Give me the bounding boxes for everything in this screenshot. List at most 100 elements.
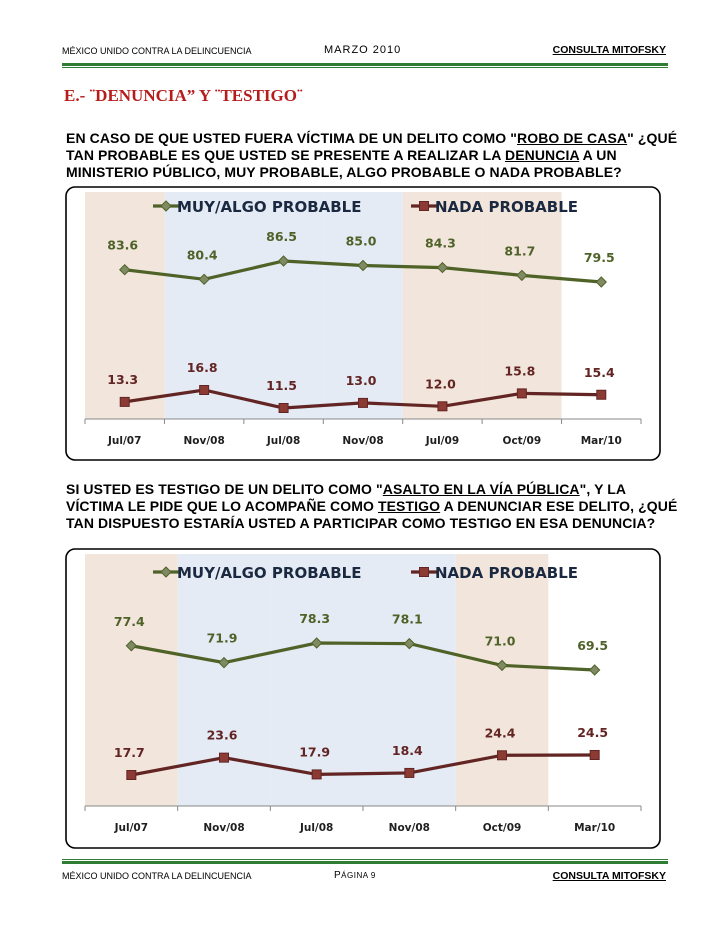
- footer-organization: MÉXICO UNIDO CONTRA LA DELINCUENCIA: [62, 871, 252, 881]
- data-label: 17.7: [114, 745, 145, 760]
- data-point-marker: [119, 396, 130, 407]
- page-header: MÉXICO UNIDO CONTRA LA DELINCUENCIA MARZ…: [62, 40, 668, 62]
- chart-band: [85, 554, 178, 806]
- data-label: 83.6: [107, 238, 138, 253]
- chart-band: [177, 554, 271, 806]
- question-1-highlight-a: ROBO DE CASA: [517, 130, 628, 146]
- page-footer: MÉXICO UNIDO CONTRA LA DELINCUENCIA PÁGI…: [62, 862, 668, 882]
- data-point-marker: [277, 255, 290, 267]
- data-point-marker: [595, 276, 607, 288]
- data-point-marker: [496, 659, 508, 672]
- data-point-marker: [358, 397, 368, 408]
- data-point-marker: [404, 767, 415, 778]
- data-label: 78.3: [299, 611, 330, 626]
- data-label: 15.4: [584, 365, 615, 380]
- data-point-marker: [497, 750, 507, 761]
- section-title: E.- ¨DENUNCIA” Y ¨TESTIGO¨: [64, 86, 303, 105]
- data-label: 81.7: [504, 243, 535, 258]
- legend-label: MUY/ALGO PROBABLE: [177, 198, 361, 216]
- header-rule: [62, 63, 668, 66]
- data-label: 17.9: [299, 744, 330, 759]
- data-point-marker: [516, 388, 527, 399]
- x-tick-label: Oct/09: [503, 435, 542, 447]
- chart-band: [243, 192, 324, 419]
- legend-marker: [160, 200, 172, 212]
- question-1-text-a: EN CASO DE QUE USTED FUERA VÍCTIMA DE UN…: [66, 130, 517, 146]
- chart-asalto-via-publica: Jul/07 Nov/08 Jul/08 Nov/08 Oct/09 Mar/10 77.4…: [63, 548, 663, 850]
- chart-band: [164, 192, 244, 419]
- data-label: 12.0: [425, 376, 456, 391]
- legend-label: NADA PROBABLE: [435, 564, 578, 582]
- question-1-text-c: A UN MINISTERIO PÚBLICO, MUY PROBABLE, A…: [66, 147, 622, 180]
- data-point-marker: [126, 770, 137, 780]
- data-label: 79.5: [584, 250, 615, 265]
- x-tick-label: Jul/08: [299, 822, 333, 834]
- series-line: [131, 753, 595, 777]
- data-label: 15.8: [504, 363, 535, 378]
- data-point-marker: [437, 401, 448, 412]
- data-label: 24.4: [485, 725, 516, 740]
- x-tick-label: Oct/09: [483, 822, 522, 834]
- chart-1-svg: Jul/07 Nov/08 Jul/08 Nov/08 Jul/09 Oct/09 Mar/…: [65, 186, 661, 461]
- data-label: 13.3: [107, 372, 138, 387]
- data-point-marker: [278, 403, 289, 413]
- data-label: 23.6: [207, 728, 238, 743]
- footer-rule-thin: [62, 859, 668, 860]
- data-label: 16.8: [187, 360, 218, 375]
- footer-rule: [62, 861, 668, 864]
- x-tick-label: Mar/10: [574, 822, 615, 834]
- page-number-prefix: P: [334, 870, 342, 881]
- chart-band: [85, 192, 165, 419]
- data-label: 71.0: [485, 633, 516, 648]
- question-2-text-c: A DENUNCIAR ESE DELITO, ¿QUÉ TAN DISPUES…: [66, 498, 678, 531]
- legend-marker: [160, 566, 172, 578]
- header-organization: MÉXICO UNIDO CONTRA LA DELINCUENCIA: [62, 46, 252, 56]
- question-2-text-b: ", Y LA VÍCTIMA LE PIDE QUE LO ACOMPAÑE …: [66, 481, 626, 514]
- chart-band: [482, 192, 562, 419]
- page-number: PÁGINA 9: [334, 870, 376, 881]
- question-2-highlight-b: TESTIGO: [377, 498, 441, 514]
- data-point-marker: [436, 261, 449, 274]
- data-label: 11.5: [266, 378, 297, 393]
- data-point-marker: [516, 269, 528, 282]
- data-point-marker: [199, 385, 210, 395]
- x-tick-label: Jul/08: [266, 435, 300, 447]
- question-2-highlight-a: ASALTO EN LA VÍA PÚBLICA: [382, 481, 580, 497]
- legend-label: MUY/ALGO PROBABLE: [177, 564, 361, 582]
- data-point-marker: [219, 752, 229, 763]
- data-point-marker: [589, 750, 600, 760]
- chart-frame: [65, 186, 661, 461]
- data-label: 71.9: [207, 631, 238, 646]
- data-point-marker: [310, 637, 323, 649]
- chart-frame: [65, 548, 661, 849]
- x-tick-label: Nov/08: [183, 435, 224, 447]
- x-tick-label: Jul/09: [425, 435, 459, 447]
- data-point-marker: [596, 389, 607, 400]
- question-1-highlight-b: DENUNCIA: [504, 147, 580, 163]
- question-1-text-b: " ¿QUÉ TAN PROBABLE ES QUE USTED SE PRES…: [66, 130, 678, 163]
- data-label: 84.3: [425, 236, 456, 251]
- data-point-marker: [218, 656, 230, 669]
- chart-band: [323, 192, 403, 419]
- data-label: 18.4: [392, 743, 423, 758]
- data-point-marker: [357, 259, 369, 272]
- chart-band: [363, 554, 456, 806]
- data-label: 69.5: [577, 638, 608, 653]
- chart-band: [455, 554, 549, 806]
- legend-label: NADA PROBABLE: [435, 198, 578, 216]
- x-tick-label: Jul/07: [114, 822, 148, 834]
- question-2: SI USTED ES TESTIGO DE UN DELITO COMO "A…: [66, 481, 686, 532]
- data-point-marker: [311, 769, 322, 780]
- data-point-marker: [588, 664, 601, 676]
- x-tick-label: Nov/08: [203, 822, 244, 834]
- data-label: 77.4: [114, 614, 145, 629]
- data-label: 78.1: [392, 612, 423, 627]
- header-brand: CONSULTA MITOFSKY: [552, 44, 666, 56]
- header-rule-thin: [62, 67, 668, 68]
- chart-band: [270, 554, 363, 806]
- page-number-rest: ÁGINA 9: [341, 871, 376, 880]
- x-tick-label: Jul/07: [107, 435, 141, 447]
- legend-marker: [419, 201, 429, 211]
- data-label: 86.5: [266, 229, 297, 244]
- chart-band: [402, 192, 483, 419]
